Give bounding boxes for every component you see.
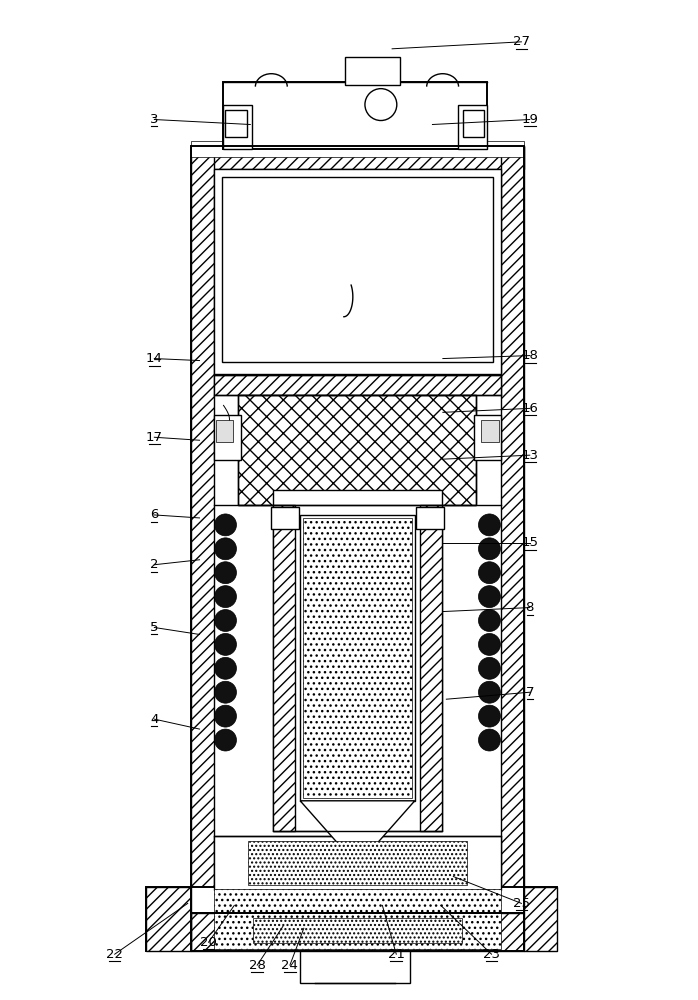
Bar xyxy=(191,890,524,913)
Bar xyxy=(214,169,501,374)
Bar xyxy=(463,110,484,137)
Bar xyxy=(239,395,477,505)
Text: 24: 24 xyxy=(281,959,298,972)
Bar xyxy=(221,177,493,362)
Bar xyxy=(419,505,442,831)
Circle shape xyxy=(479,681,500,703)
Circle shape xyxy=(479,538,500,560)
Circle shape xyxy=(214,657,237,679)
Bar xyxy=(223,82,487,149)
Text: 25: 25 xyxy=(513,897,530,910)
Text: 23: 23 xyxy=(483,948,500,961)
Circle shape xyxy=(214,586,237,608)
Circle shape xyxy=(479,610,500,631)
Text: 19: 19 xyxy=(521,113,538,126)
Circle shape xyxy=(479,705,500,727)
Bar xyxy=(191,146,524,169)
Text: 7: 7 xyxy=(526,686,534,699)
Text: 27: 27 xyxy=(513,35,530,48)
Circle shape xyxy=(214,633,237,655)
Bar xyxy=(214,889,501,949)
Bar xyxy=(303,518,412,798)
Bar xyxy=(482,420,499,442)
Circle shape xyxy=(214,729,237,751)
Bar xyxy=(191,141,524,157)
Text: 3: 3 xyxy=(150,113,158,126)
Text: 21: 21 xyxy=(388,948,405,961)
Bar xyxy=(146,887,191,951)
Bar xyxy=(416,507,444,529)
Bar xyxy=(253,918,461,943)
Bar xyxy=(214,375,501,395)
Bar xyxy=(300,951,410,983)
Text: 4: 4 xyxy=(150,713,158,726)
Bar xyxy=(216,420,233,442)
Bar xyxy=(274,505,295,831)
Circle shape xyxy=(479,657,500,679)
Text: 17: 17 xyxy=(146,431,163,444)
Bar xyxy=(501,146,524,913)
Text: 20: 20 xyxy=(200,936,217,949)
Bar xyxy=(524,887,557,951)
Bar xyxy=(225,110,247,137)
Bar xyxy=(223,105,253,149)
Text: 14: 14 xyxy=(146,352,163,365)
Bar xyxy=(248,841,466,885)
Bar xyxy=(473,415,501,460)
Circle shape xyxy=(479,729,500,751)
Polygon shape xyxy=(300,801,415,866)
Bar xyxy=(146,887,557,951)
Text: 15: 15 xyxy=(521,536,538,549)
Bar xyxy=(300,515,415,801)
Text: 22: 22 xyxy=(106,948,124,961)
Bar xyxy=(191,913,524,951)
Text: 18: 18 xyxy=(521,349,538,362)
Bar xyxy=(191,913,524,951)
Circle shape xyxy=(479,562,500,584)
Bar xyxy=(274,490,442,831)
Circle shape xyxy=(479,586,500,608)
Text: 28: 28 xyxy=(248,959,266,972)
Text: 16: 16 xyxy=(521,402,538,415)
Bar xyxy=(214,415,242,460)
Circle shape xyxy=(214,705,237,727)
Circle shape xyxy=(214,610,237,631)
Text: 6: 6 xyxy=(150,508,158,521)
Circle shape xyxy=(214,562,237,584)
Text: 13: 13 xyxy=(521,449,538,462)
Bar xyxy=(239,395,477,505)
Circle shape xyxy=(214,514,237,536)
Circle shape xyxy=(214,681,237,703)
Bar xyxy=(458,105,487,149)
Circle shape xyxy=(479,514,500,536)
Text: 5: 5 xyxy=(150,621,158,634)
Bar xyxy=(191,146,524,913)
Circle shape xyxy=(214,538,237,560)
Bar xyxy=(214,836,501,890)
Text: 8: 8 xyxy=(526,601,534,614)
Text: 2: 2 xyxy=(150,558,158,571)
Bar xyxy=(345,57,400,85)
Bar xyxy=(272,507,299,529)
Circle shape xyxy=(479,633,500,655)
Bar xyxy=(191,146,214,913)
